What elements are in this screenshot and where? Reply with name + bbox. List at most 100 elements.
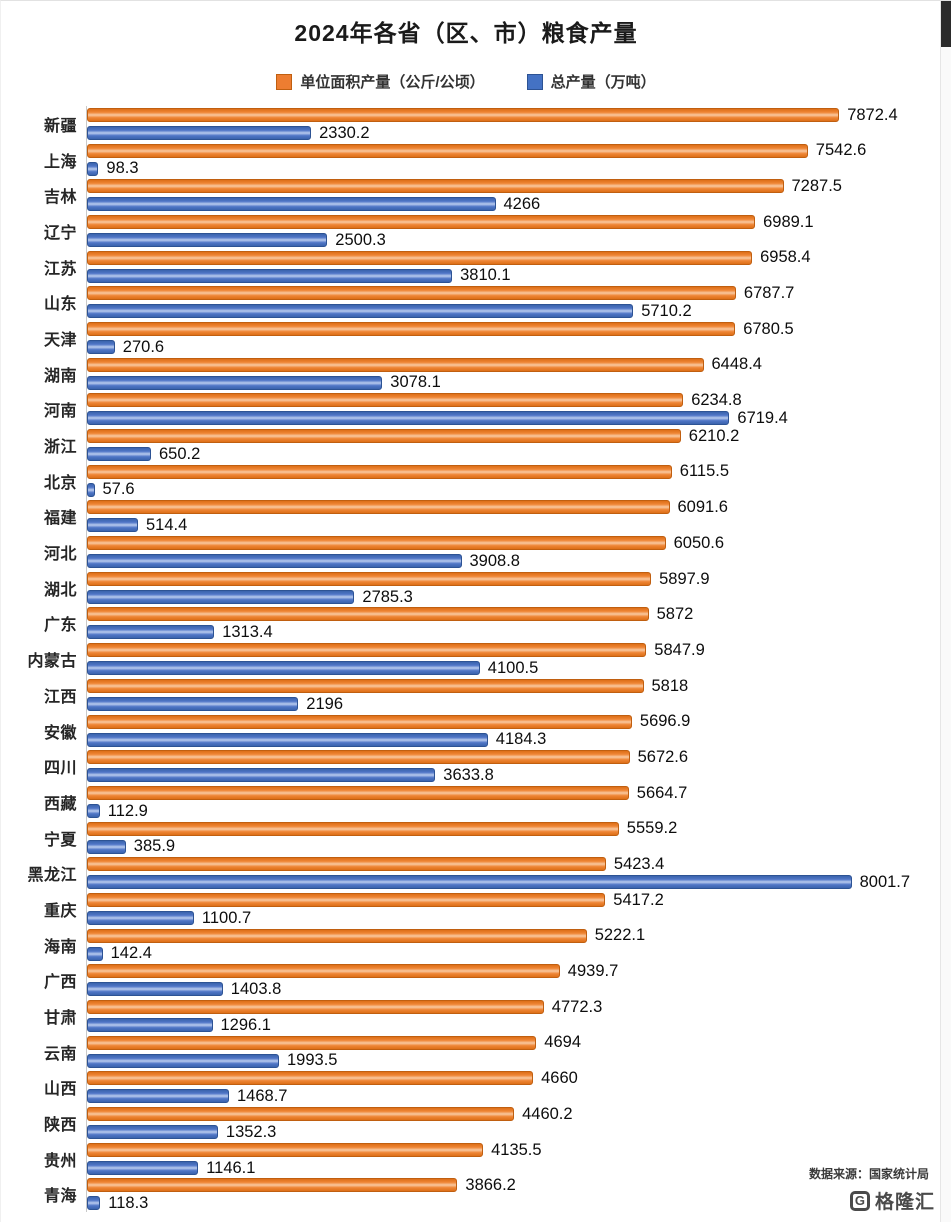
yield-bar xyxy=(87,1142,484,1157)
yield-bar-line: 5847.9 xyxy=(87,640,935,659)
chart-row: 青海 3866.2 118.3 xyxy=(7,1176,935,1213)
yield-bar-line: 6989.1 xyxy=(87,214,935,230)
total-bar-line: 2500.3 xyxy=(87,230,935,249)
yield-value-label: 5222.1 xyxy=(594,926,646,945)
yield-value-label: 6787.7 xyxy=(743,284,795,303)
chart-row: 河南 6234.8 6719.4 xyxy=(7,391,935,428)
chart-row: 江西 5818 2196 xyxy=(7,677,935,713)
yield-bar xyxy=(87,714,632,729)
yield-bar xyxy=(87,821,619,836)
total-bar xyxy=(87,589,355,604)
total-bar xyxy=(87,304,634,319)
total-value-label: 8001.7 xyxy=(859,873,911,892)
category-label: 福建 xyxy=(43,510,77,528)
category-label: 吉林 xyxy=(43,189,77,207)
total-bar-line: 1313.4 xyxy=(87,624,935,640)
yield-bar-line: 4772.3 xyxy=(87,997,935,1016)
category-label: 河北 xyxy=(43,546,77,564)
yield-bar xyxy=(87,250,753,265)
yield-value-label: 4660 xyxy=(541,1069,578,1088)
yield-value-label: 3866.2 xyxy=(465,1176,516,1195)
bar-group: 6780.5 270.6 xyxy=(86,320,935,356)
yield-bar-line: 5559.2 xyxy=(87,820,935,836)
yield-bar-line: 6448.4 xyxy=(87,356,935,372)
bar-group: 5897.9 2785.3 xyxy=(86,569,935,606)
bar-group: 7287.5 4266 xyxy=(86,176,935,214)
yield-value-label: 5847.9 xyxy=(654,640,705,659)
yield-bar-line: 7872.4 xyxy=(87,107,935,123)
category-label: 新疆 xyxy=(43,117,77,135)
yield-bar-line: 6210.2 xyxy=(87,428,935,444)
yield-value-label: 5872 xyxy=(656,605,694,624)
total-bar xyxy=(87,232,328,247)
chart-row: 西藏 5664.7 112.9 xyxy=(7,784,935,820)
bar-group: 6115.5 57.6 xyxy=(86,462,935,499)
total-value-label: 118.3 xyxy=(108,1194,149,1213)
yield-value-label: 5897.9 xyxy=(659,569,710,588)
yield-bar xyxy=(87,107,840,122)
chart-row: 天津 6780.5 270.6 xyxy=(7,320,935,356)
chart-row: 浙江 6210.2 650.2 xyxy=(7,427,935,463)
total-bar xyxy=(87,339,115,354)
category-label: 贵州 xyxy=(43,1152,77,1170)
yield-value-label: 5664.7 xyxy=(636,783,688,802)
total-value-label: 1993.5 xyxy=(287,1051,338,1070)
bar-group: 7542.6 98.3 xyxy=(86,141,935,178)
yield-bar-line: 6050.6 xyxy=(87,535,935,551)
yield-bar-line: 5897.9 xyxy=(87,569,935,588)
yield-value-label: 5423.4 xyxy=(613,855,665,874)
total-bar xyxy=(87,696,299,711)
chart-row: 甘肃 4772.3 1296.1 xyxy=(7,998,935,1034)
yield-legend-swatch-icon xyxy=(276,73,293,90)
total-value-label: 98.3 xyxy=(106,159,139,178)
chart-row: 广西 4939.7 1403.8 xyxy=(7,962,935,999)
yield-value-label: 6091.6 xyxy=(677,498,728,517)
yield-bar-line: 7542.6 xyxy=(87,141,935,160)
yield-bar xyxy=(87,1107,515,1122)
total-bar-line: 270.6 xyxy=(87,339,935,355)
total-bar xyxy=(87,1160,199,1175)
yield-bar xyxy=(87,1178,458,1193)
category-label: 广东 xyxy=(43,617,77,635)
yield-bar xyxy=(87,892,606,907)
yield-value-label: 4772.3 xyxy=(551,997,603,1016)
total-bar-line: 4184.3 xyxy=(87,731,935,747)
chart-row: 吉林 7287.5 4266 xyxy=(7,176,935,214)
total-value-label: 2500.3 xyxy=(335,230,386,249)
yield-bar xyxy=(87,179,784,194)
yield-bar-line: 6780.5 xyxy=(87,321,935,337)
total-bar-line: 1100.7 xyxy=(87,910,935,926)
bar-group: 4135.5 1146.1 xyxy=(86,1140,935,1177)
yield-bar-line: 4135.5 xyxy=(87,1142,935,1158)
total-bar xyxy=(87,875,852,890)
total-bar-line: 4266 xyxy=(87,196,935,212)
scrollbar-track[interactable] xyxy=(940,1,951,1222)
bar-group: 3866.2 118.3 xyxy=(86,1176,935,1213)
scrollbar-thumb[interactable] xyxy=(941,1,951,47)
yield-value-label: 7542.6 xyxy=(815,141,867,160)
yield-value-label: 7287.5 xyxy=(791,176,842,195)
total-bar xyxy=(87,768,436,783)
yield-bar-line: 5672.6 xyxy=(87,749,935,765)
category-label: 内蒙古 xyxy=(27,653,77,671)
yield-value-label: 4460.2 xyxy=(522,1104,573,1123)
total-bar xyxy=(87,268,453,283)
yield-value-label: 5696.9 xyxy=(639,712,691,731)
chart-row: 上海 7542.6 98.3 xyxy=(7,141,935,178)
total-value-label: 57.6 xyxy=(102,480,135,499)
yield-bar-line: 6958.4 xyxy=(87,249,935,265)
yield-bar xyxy=(87,785,629,800)
total-bar xyxy=(87,982,223,997)
yield-bar-line: 5417.2 xyxy=(87,892,935,908)
yield-bar-line: 4939.7 xyxy=(87,963,935,979)
total-bar xyxy=(87,518,138,533)
total-bar-line: 118.3 xyxy=(87,1194,935,1213)
total-value-label: 2196 xyxy=(306,694,344,713)
yield-bar-line: 4460.2 xyxy=(87,1104,935,1123)
total-bar xyxy=(87,661,480,676)
chart-row: 北京 6115.5 57.6 xyxy=(7,462,935,499)
category-label: 陕西 xyxy=(43,1117,77,1135)
total-bar-line: 1146.1 xyxy=(87,1160,935,1176)
chart-row: 贵州 4135.5 1146.1 xyxy=(7,1140,935,1177)
total-bar-line: 3633.8 xyxy=(87,767,935,783)
